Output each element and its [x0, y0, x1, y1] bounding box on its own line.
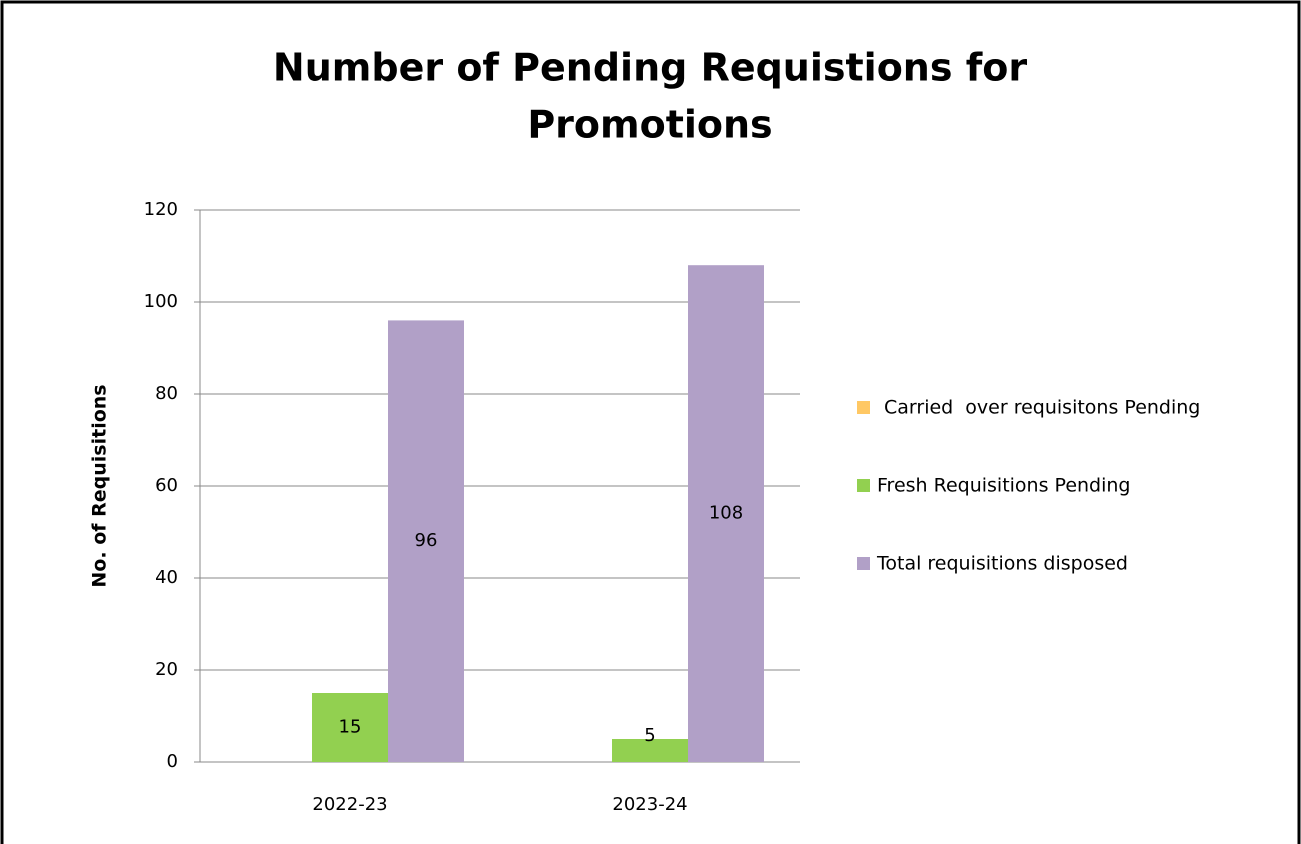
data-label: 15	[339, 717, 362, 738]
data-label: 96	[415, 530, 438, 551]
bar	[688, 265, 764, 762]
y-tick-label: 80	[155, 383, 178, 404]
legend-swatch	[857, 557, 870, 570]
y-tick-label: 120	[144, 199, 178, 220]
data-label: 5	[644, 725, 655, 746]
chart-title: Promotions	[527, 103, 772, 147]
bar	[312, 693, 388, 762]
data-label: 108	[709, 503, 743, 524]
x-tick-label: 2023-24	[612, 794, 687, 815]
legend-label: Carried over requisitons Pending	[884, 397, 1200, 419]
y-axis-label: No. of Requisitions	[89, 384, 111, 587]
y-tick-label: 0	[167, 751, 178, 772]
bar	[612, 739, 688, 762]
legend-label: Fresh Requisitions Pending	[877, 475, 1131, 497]
y-tick-label: 40	[155, 567, 178, 588]
legend-swatch	[857, 479, 870, 492]
y-tick-label: 100	[144, 291, 178, 312]
x-tick-label: 2022-23	[312, 794, 387, 815]
y-tick-label: 20	[155, 659, 178, 680]
legend-swatch	[857, 401, 870, 414]
legend-label: Total requisitions disposed	[876, 553, 1128, 575]
bar	[388, 320, 464, 762]
y-tick-label: 60	[155, 475, 178, 496]
chart-title: Number of Pending Requistions for	[273, 46, 1027, 90]
